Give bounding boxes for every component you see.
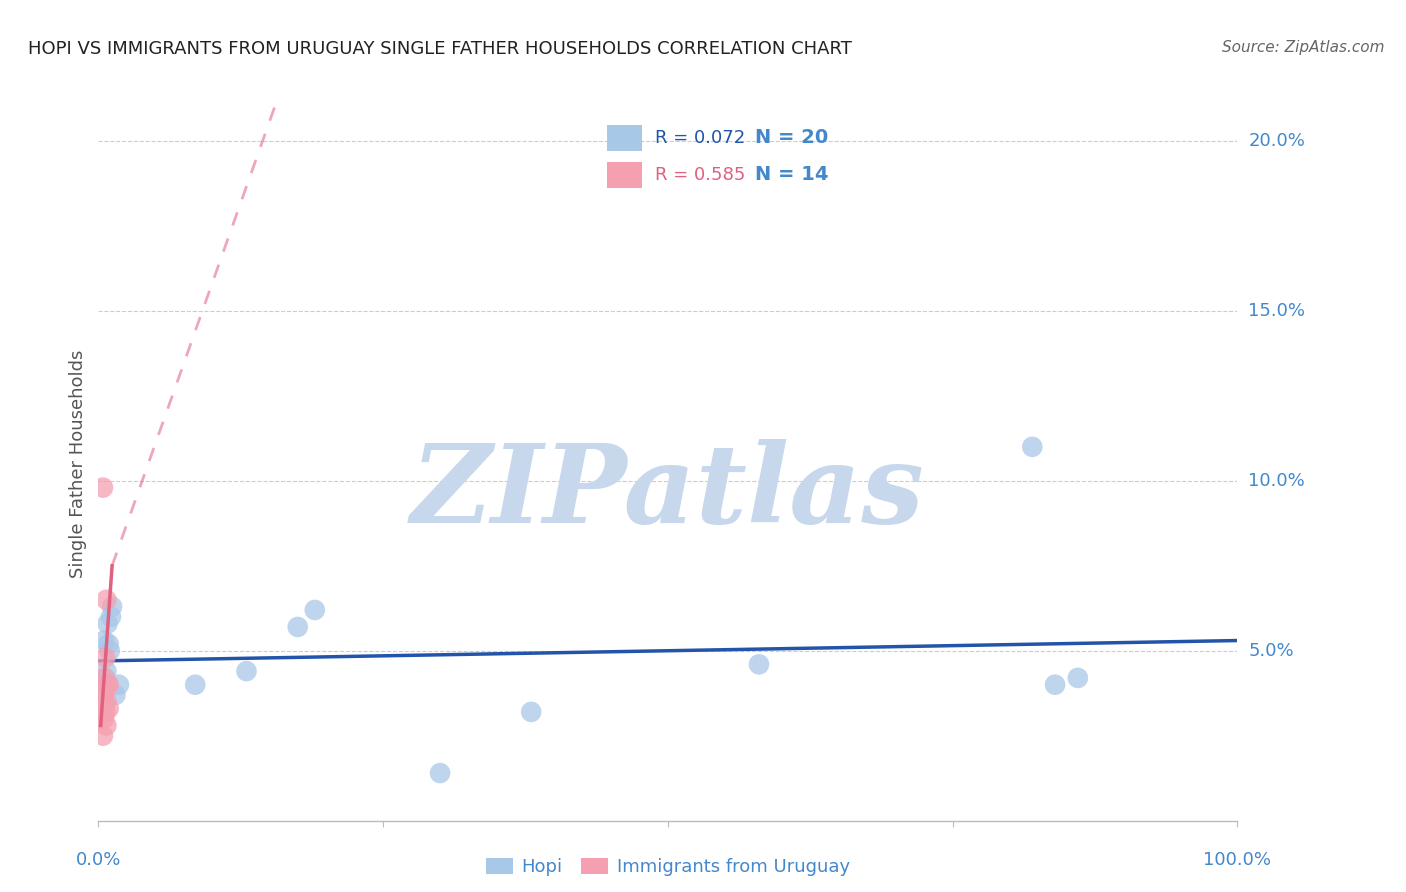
Point [97,637,120,651]
Point [93,633,115,648]
Point [94,684,117,698]
Point [96,695,118,709]
Text: 100.0%: 100.0% [1204,851,1271,869]
Point [1043,678,1066,692]
Point [97,701,120,715]
Point [104,688,127,702]
Y-axis label: Single Father Households: Single Father Households [69,350,87,578]
Text: 10.0%: 10.0% [1249,472,1305,490]
Point [93,671,115,685]
Point [1067,671,1090,685]
Point [100,609,122,624]
Point [94,650,117,665]
Text: Source: ZipAtlas.com: Source: ZipAtlas.com [1222,40,1385,55]
Point [108,678,131,692]
Point [97,678,120,692]
Point [96,616,118,631]
Point [429,766,451,780]
Point [235,664,257,678]
Text: 20.0%: 20.0% [1249,132,1305,150]
Point [96,678,118,692]
Point [96,664,118,678]
Point [101,599,124,614]
Point [748,657,770,672]
Point [98,644,121,658]
Legend: Hopi, Immigrants from Uruguay: Hopi, Immigrants from Uruguay [485,857,851,876]
Point [91,481,114,495]
Text: ZIPatlas: ZIPatlas [411,439,925,546]
Point [96,592,118,607]
Text: 5.0%: 5.0% [1249,641,1294,660]
Point [94,705,117,719]
Point [94,671,117,685]
Text: HOPI VS IMMIGRANTS FROM URUGUAY SINGLE FATHER HOUSEHOLDS CORRELATION CHART: HOPI VS IMMIGRANTS FROM URUGUAY SINGLE F… [28,40,852,58]
Point [304,603,326,617]
Point [1021,440,1043,454]
Point [91,729,114,743]
Point [287,620,309,634]
Text: 0.0%: 0.0% [76,851,121,869]
Point [520,705,543,719]
Point [93,712,115,726]
Point [96,718,118,732]
Point [91,688,114,702]
Point [184,678,207,692]
Text: 15.0%: 15.0% [1249,301,1305,320]
